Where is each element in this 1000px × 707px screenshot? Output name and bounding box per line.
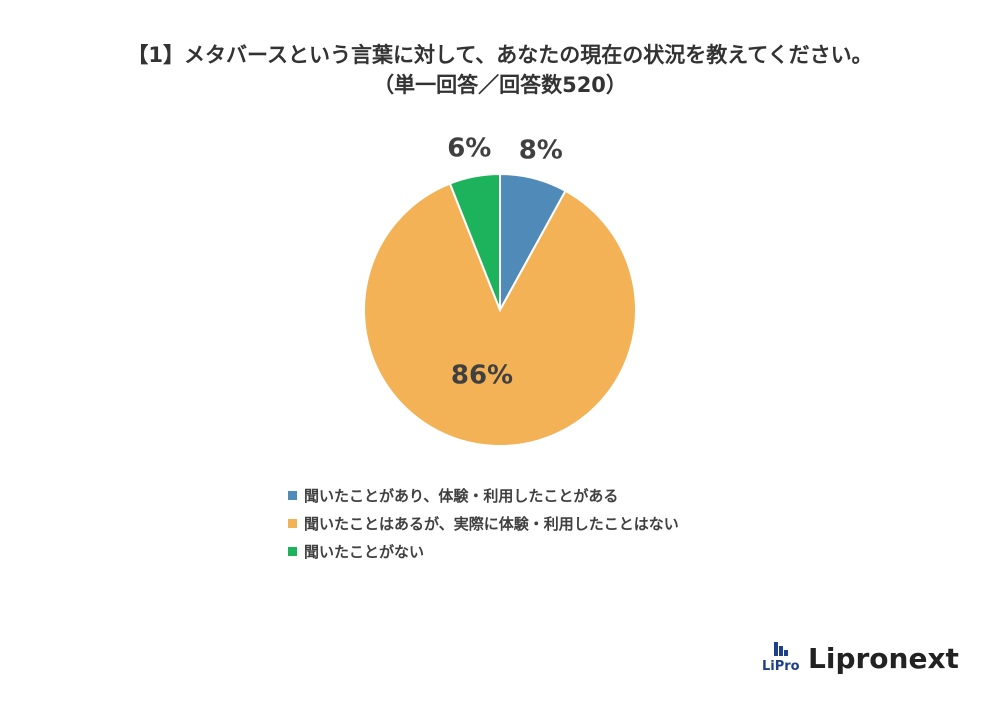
chart-title-line1: 【1】メタバースという言葉に対して、あなたの現在の状況を教えてください。 — [127, 43, 873, 67]
legend: 聞いたことがあり、体験・利用したことがある聞いたことはあるが、実際に体験・利用し… — [288, 481, 679, 565]
data-label-3: 6% — [447, 133, 491, 163]
pie-slice-2 — [363, 182, 637, 447]
brand: LiPro Lipronext — [760, 638, 960, 678]
brand-name: Lipronext — [808, 641, 959, 675]
legend-item-3: 聞いたことがない — [288, 537, 679, 565]
chart-title: 【1】メタバースという言葉に対して、あなたの現在の状況を教えてください。 （単一… — [0, 40, 1000, 100]
legend-label-1: 聞いたことがあり、体験・利用したことがある — [304, 486, 619, 505]
pie-slice-3 — [448, 172, 501, 311]
legend-swatch-3 — [288, 546, 297, 556]
data-label-1: 8% — [519, 136, 563, 166]
logo-text: LiPro — [762, 659, 800, 674]
legend-item-2: 聞いたことはあるが、実際に体験・利用したことはない — [288, 509, 679, 537]
legend-label-2: 聞いたことはあるが、実際に体験・利用したことはない — [304, 514, 679, 533]
legend-swatch-1 — [288, 490, 297, 500]
data-label-2: 86% — [451, 361, 513, 391]
legend-item-1: 聞いたことがあり、体験・利用したことがある — [288, 481, 679, 509]
legend-swatch-2 — [288, 518, 297, 528]
legend-label-3: 聞いたことがない — [304, 542, 425, 561]
chart-title-line2: （単一回答／回答数520） — [373, 73, 627, 97]
lipro-logo-icon: LiPro — [762, 642, 800, 674]
